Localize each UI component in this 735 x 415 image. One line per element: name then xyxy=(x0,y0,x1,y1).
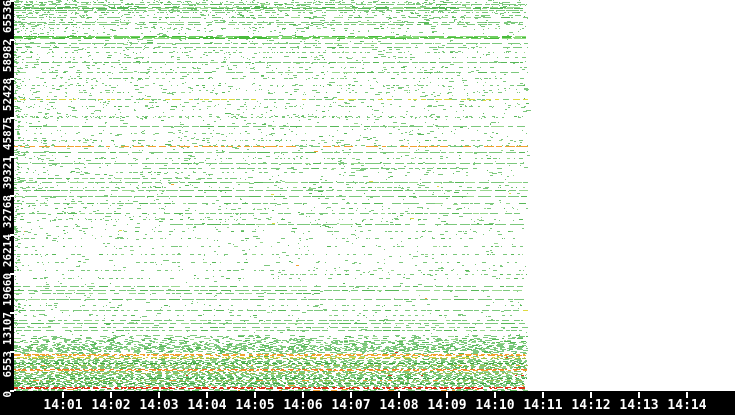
y-axis-tick xyxy=(10,273,14,275)
x-axis-label: 14:13 xyxy=(619,398,659,413)
y-axis-tick xyxy=(10,156,14,158)
x-axis-tick xyxy=(446,392,448,398)
x-axis-label: 14:06 xyxy=(283,398,323,413)
y-axis-label: 39321 xyxy=(1,156,14,190)
x-axis-tick xyxy=(206,392,208,398)
x-axis-tick xyxy=(62,392,64,398)
x-axis-label: 14:07 xyxy=(331,398,371,413)
y-axis-label: 13107 xyxy=(1,312,14,346)
x-axis-label: 14:03 xyxy=(139,398,179,413)
x-axis-tick xyxy=(302,392,304,398)
y-axis-tick xyxy=(10,390,14,392)
x-axis-label: 14:01 xyxy=(43,398,83,413)
y-axis-tick xyxy=(10,39,14,41)
x-axis-tick xyxy=(590,392,592,398)
x-axis-label: 14:04 xyxy=(187,398,227,413)
y-axis-label: 52428 xyxy=(1,78,14,112)
x-axis-tick xyxy=(686,392,688,398)
x-axis-label: 14:05 xyxy=(235,398,275,413)
y-axis-tick xyxy=(10,78,14,80)
x-axis-label: 14:09 xyxy=(427,398,467,413)
y-axis-label: 32768 xyxy=(1,195,14,229)
x-axis-label: 14:10 xyxy=(475,398,515,413)
y-axis-label: 58982 xyxy=(1,39,14,73)
y-axis-tick xyxy=(10,117,14,119)
x-axis-tick xyxy=(398,392,400,398)
y-axis-label: 0 xyxy=(1,391,14,398)
y-axis-label: 19660 xyxy=(1,273,14,307)
x-axis-tick xyxy=(110,392,112,398)
x-axis-tick xyxy=(638,392,640,398)
y-axis-tick xyxy=(10,0,14,2)
x-axis-label: 14:02 xyxy=(91,398,131,413)
y-axis-tick xyxy=(10,312,14,314)
y-axis-label: 65536 xyxy=(1,0,14,34)
y-axis-tick xyxy=(10,351,14,353)
x-axis-tick xyxy=(158,392,160,398)
x-axis-tick xyxy=(494,392,496,398)
x-axis-tick xyxy=(254,392,256,398)
x-axis-label: 14:11 xyxy=(523,398,563,413)
x-axis-tick xyxy=(350,392,352,398)
y-axis-tick xyxy=(10,234,14,236)
x-axis-label: 14:14 xyxy=(667,398,707,413)
scatter-plot-canvas xyxy=(14,0,735,391)
y-axis-label: 26214 xyxy=(1,234,14,268)
x-axis-tick xyxy=(542,392,544,398)
x-axis-label: 14:12 xyxy=(571,398,611,413)
y-axis-tick xyxy=(10,195,14,197)
y-axis-label: 6553 xyxy=(1,351,14,378)
y-axis-label: 45875 xyxy=(1,117,14,151)
x-axis-label: 14:08 xyxy=(379,398,419,413)
